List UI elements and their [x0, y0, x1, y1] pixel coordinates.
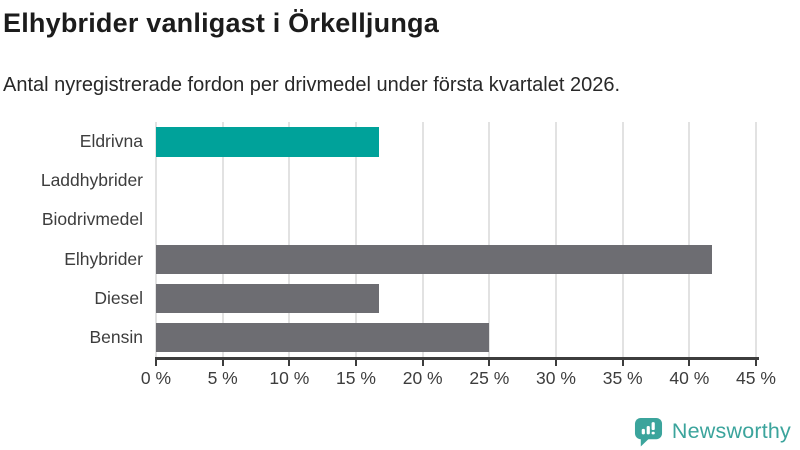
x-axis-tick-label: 45 % [736, 368, 776, 388]
x-axis-tick-label: 40 % [669, 368, 710, 388]
chart-row [156, 279, 756, 318]
newsworthy-logo-text: Newsworthy [671, 419, 791, 443]
gridline [488, 122, 491, 357]
bar-elhybrider [156, 244, 712, 274]
chart-subtitle: Antal nyregistrerade fordon per drivmede… [3, 74, 621, 96]
x-axis-tick [288, 359, 291, 366]
x-axis-tick [688, 359, 691, 366]
x-axis-tick [421, 359, 424, 366]
x-axis-tick [155, 359, 157, 366]
x-axis-tick [555, 359, 557, 366]
gridline [355, 122, 357, 357]
gridline [421, 122, 424, 357]
category-label-elhybrider: Elhybrider [64, 248, 143, 269]
x-axis-tick-label: 25 % [469, 368, 510, 388]
x-axis-tick-label: 15 % [336, 368, 376, 388]
newsworthy-chart-bubble-icon [634, 417, 662, 447]
chart-row [156, 200, 756, 239]
x-axis-tick-label: 5 % [207, 368, 238, 388]
category-label-eldrivna: Eldrivna [79, 131, 143, 152]
gridline [155, 122, 157, 357]
category-label-diesel: Diesel [94, 287, 143, 308]
x-axis-tick-label: 10 % [269, 368, 310, 388]
x-axis-ticks [155, 359, 757, 367]
x-axis-tick [621, 359, 624, 366]
category-label-biodrivmedel: Biodrivmedel [41, 209, 143, 230]
chart-title: Elhybrider vanligast i Örkelljunga [3, 8, 439, 38]
gridline [221, 122, 224, 357]
x-axis-line [155, 357, 759, 360]
x-axis-tick-label: 30 % [536, 368, 576, 388]
chart-row [156, 240, 756, 279]
gridline [288, 122, 291, 357]
x-axis-tick-label: 20 % [402, 368, 443, 388]
chart-row [156, 318, 756, 357]
plot-area [155, 122, 757, 357]
x-axis-tick-label: 35 % [602, 368, 643, 388]
bar-diesel [156, 283, 379, 314]
gridline [688, 122, 691, 357]
x-axis-tick [355, 359, 357, 366]
newsworthy-logo: Newsworthy [634, 416, 791, 447]
chart-row [156, 122, 756, 161]
category-labels: Eldrivna Laddhybrider Biodrivmedel Elhybrid… [0, 122, 143, 357]
category-label-bensin: Bensin [89, 326, 143, 347]
x-axis-tick-labels: 0 % 5 % 10 % 15 % 20 % 25 % 30 % 35 % 40 % 45 % [141, 368, 776, 390]
x-axis-tick [488, 359, 491, 366]
x-axis-tick [221, 359, 224, 366]
bar-bensin [156, 322, 490, 353]
gridline [555, 122, 557, 357]
bar-eldrivna [156, 127, 379, 157]
x-axis-tick [755, 359, 757, 366]
gridline [621, 122, 624, 357]
x-axis-tick-label: 0 % [140, 368, 172, 388]
category-label-laddhybrider: Laddhybrider [40, 170, 143, 191]
gridline [755, 122, 757, 357]
chart-row [156, 161, 756, 200]
